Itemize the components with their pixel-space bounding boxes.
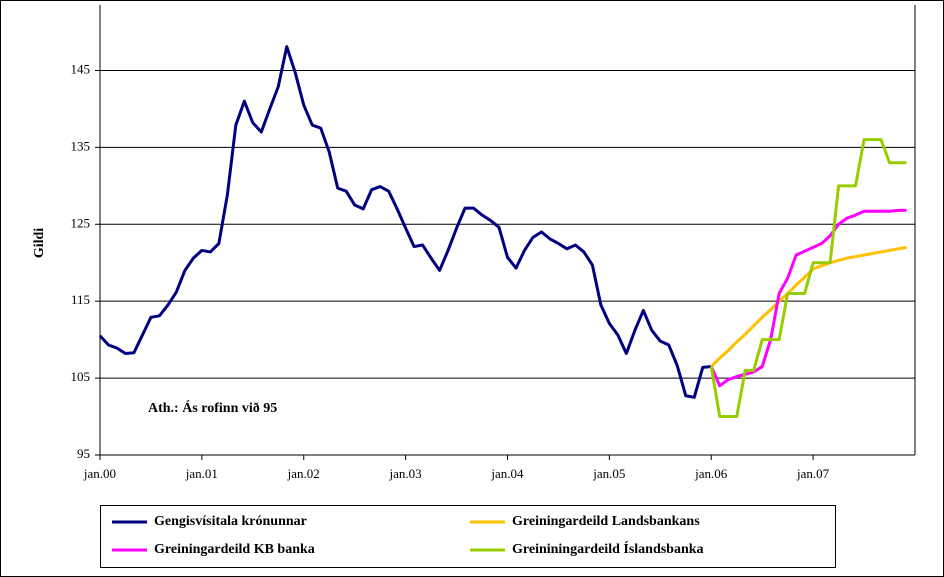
legend-label: Greininingardeild Íslandsbanka — [512, 540, 704, 557]
x-tick-label: jan.02 — [287, 466, 320, 481]
series-line — [709, 138, 907, 419]
x-tick-label: jan.01 — [185, 466, 218, 481]
x-tick-label: jan.07 — [796, 466, 830, 481]
x-tick-label: jan.05 — [592, 466, 625, 481]
legend-box — [100, 505, 836, 568]
x-tick-label: jan.00 — [83, 466, 116, 481]
x-tick-label: jan.06 — [694, 466, 728, 481]
legend-label: Gengisvísitala krónunnar — [154, 514, 307, 529]
y-axis-label: Gildi — [32, 228, 47, 258]
legend-label: Greiningardeild Landsbankans — [512, 514, 700, 529]
y-tick-label: 145 — [71, 61, 91, 76]
y-tick-label: 105 — [71, 369, 91, 384]
legend-label: Greiningardeild KB banka — [154, 542, 315, 557]
y-tick-label: 115 — [71, 292, 90, 307]
annotation: Ath.: Ás rofinn við 95 — [148, 399, 277, 416]
series-line — [98, 45, 712, 399]
x-tick-label: jan.03 — [389, 466, 422, 481]
y-tick-label: 135 — [71, 138, 91, 153]
y-tick-label: 95 — [77, 446, 90, 461]
y-tick-label: 125 — [71, 215, 91, 230]
x-tick-label: jan.04 — [490, 466, 524, 481]
